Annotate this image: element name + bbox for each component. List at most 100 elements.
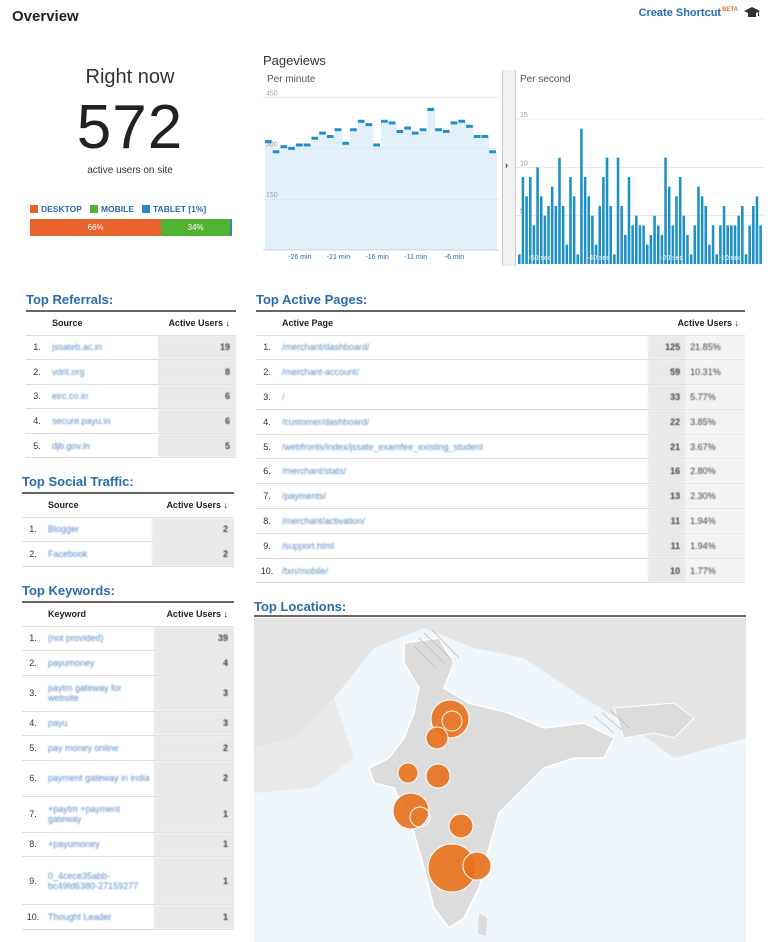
- locations-map[interactable]: [254, 618, 746, 942]
- table-row[interactable]: 6./merchant/stats/16 2.80%: [256, 458, 745, 485]
- graduation-cap-icon[interactable]: [744, 5, 760, 19]
- active-users-count: 572: [76, 93, 184, 162]
- row-link[interactable]: /: [278, 384, 648, 410]
- table-row[interactable]: 5. djb.gov.in 5: [26, 433, 236, 459]
- row-link[interactable]: vdrit.org: [48, 359, 158, 385]
- row-link[interactable]: payu: [44, 711, 154, 736]
- row-link[interactable]: paytm gateway for website: [44, 675, 154, 712]
- table-row[interactable]: 1. (not provided) 39: [22, 626, 234, 651]
- table-row[interactable]: 5./webfronts/index/jssate_examfee_existi…: [256, 434, 745, 460]
- table-row[interactable]: 5. pay money online 2: [22, 735, 234, 761]
- table-row[interactable]: 9./support.html 11 1.94%: [256, 533, 745, 559]
- row-link[interactable]: +paytm +payment gateway: [44, 796, 154, 833]
- table-row[interactable]: 2. Facebook 2: [22, 541, 234, 567]
- row-link[interactable]: +payumoney: [44, 832, 154, 857]
- row-link[interactable]: payment gateway in india: [44, 760, 154, 797]
- row-link[interactable]: 0_4cece35abb-bc49fd6380-27159277: [44, 856, 154, 905]
- row-percent: 10.31%: [686, 359, 745, 386]
- table-row[interactable]: 1./merchant/dashboard/125 21.85%: [256, 335, 745, 361]
- row-active-users: 22: [648, 409, 687, 435]
- top-social-title: Top Social Traffic:: [22, 474, 134, 489]
- row-link[interactable]: /payments/: [278, 483, 648, 510]
- row-link[interactable]: Facebook: [44, 541, 152, 567]
- row-link[interactable]: payumoney: [44, 650, 154, 676]
- col-source[interactable]: Source: [48, 311, 158, 336]
- table-row[interactable]: 3. paytm gateway for website 3: [22, 675, 234, 712]
- col-active-users[interactable]: Active Users ↓: [158, 311, 236, 336]
- page-title: Overview: [12, 8, 79, 25]
- row-link[interactable]: secure.payu.in: [48, 408, 158, 434]
- legend-tablet: TABLET [1%]: [142, 204, 206, 214]
- row-link[interactable]: djb.gov.in: [48, 433, 158, 459]
- row-link[interactable]: /merchant/stats/: [278, 458, 648, 485]
- per-second-chart: 15105-50 sec-40 sec-20 sec-10 sec: [516, 70, 765, 266]
- table-row[interactable]: 2. vdrit.org 8: [26, 359, 236, 385]
- table-row[interactable]: 3./33 5.77%: [256, 384, 745, 410]
- table-row[interactable]: 1. jssateb.ac.in 19: [26, 335, 236, 361]
- row-link[interactable]: /customer/dashboard/: [278, 409, 648, 435]
- per-minute-point: [373, 143, 380, 147]
- create-shortcut-link[interactable]: Create ShortcutBETA: [639, 7, 738, 19]
- table-row[interactable]: 2./merchant-account/59 10.31%: [256, 359, 745, 386]
- table-row[interactable]: 8./merchant/activation/11 1.94%: [256, 508, 745, 534]
- row-link[interactable]: /support.html: [278, 533, 648, 559]
- chevron-right-icon[interactable]: ›: [505, 160, 508, 170]
- col-active-users[interactable]: Active Users ↓: [648, 311, 745, 336]
- row-link[interactable]: eirc.co.in: [48, 384, 158, 410]
- row-link[interactable]: /webfronts/index/jssate_examfee_existing…: [278, 434, 648, 460]
- table-row[interactable]: 10./txn/mobile/10 1.77%: [256, 558, 745, 584]
- row-link[interactable]: (not provided): [44, 626, 154, 651]
- col-keyword[interactable]: Keyword: [44, 602, 154, 627]
- row-rank: 1.: [256, 335, 278, 361]
- active-users-caption: active users on site: [87, 165, 173, 176]
- row-active-users: 59: [648, 359, 687, 386]
- row-rank: 8.: [22, 832, 44, 857]
- row-active-users: 1: [154, 856, 234, 905]
- per-minute-point: [365, 123, 373, 127]
- row-rank: 4.: [22, 711, 44, 736]
- per-second-bar: [521, 177, 525, 264]
- row-link[interactable]: Thought Leader: [44, 904, 154, 930]
- col-active-users[interactable]: Active Users ↓: [154, 602, 234, 627]
- row-active-users: 4: [154, 650, 234, 676]
- per-second-bar: [569, 177, 572, 264]
- row-link[interactable]: jssateb.ac.in: [48, 335, 158, 361]
- row-link[interactable]: /merchant/activation/: [278, 508, 648, 534]
- table-row[interactable]: 9. 0_4cece35abb-bc49fd6380-27159277 1: [22, 856, 234, 905]
- row-link[interactable]: /merchant/dashboard/: [278, 335, 648, 361]
- x-tick-label: -10 sec: [719, 255, 742, 262]
- per-minute-label: Per minute: [267, 74, 316, 85]
- top-referrals-title: Top Referrals:: [26, 292, 114, 307]
- per-second-bar: [602, 177, 605, 264]
- table-row[interactable]: 7./payments/13 2.30%: [256, 483, 745, 510]
- row-percent: 5.77%: [686, 384, 745, 410]
- row-link[interactable]: /merchant-account/: [278, 359, 648, 386]
- row-link[interactable]: /txn/mobile/: [278, 558, 648, 584]
- col-active-page[interactable]: Active Page: [278, 311, 648, 336]
- row-link[interactable]: pay money online: [44, 735, 154, 761]
- col-source[interactable]: Source: [44, 493, 152, 518]
- table-row[interactable]: 10. Thought Leader 1: [22, 904, 234, 930]
- x-tick-label: -16 min: [365, 254, 388, 261]
- per-second-bar: [649, 235, 653, 264]
- x-tick-label: -20 sec: [660, 255, 683, 262]
- table-row[interactable]: 4. payu 3: [22, 711, 234, 736]
- per-minute-point: [288, 146, 295, 150]
- table-row[interactable]: 8. +payumoney 1: [22, 832, 234, 857]
- per-minute-point: [489, 150, 496, 154]
- table-row[interactable]: 3. eirc.co.in 6: [26, 384, 236, 410]
- table-row[interactable]: 6. payment gateway in india 2: [22, 760, 234, 797]
- per-second-bar: [715, 254, 719, 264]
- col-active-users[interactable]: Active Users ↓: [152, 493, 234, 518]
- table-row[interactable]: 2. payumoney 4: [22, 650, 234, 676]
- table-row[interactable]: 7. +paytm +payment gateway 1: [22, 796, 234, 833]
- table-row[interactable]: 1. Blogger 2: [22, 517, 234, 542]
- row-link[interactable]: Blogger: [44, 517, 152, 542]
- top-social-table: Source Active Users ↓ 1. Blogger 2 2. Facebo…: [22, 492, 234, 567]
- pane-divider[interactable]: [502, 70, 516, 266]
- table-row[interactable]: 4./customer/dashboard/22 3.85%: [256, 409, 745, 435]
- per-second-bar: [737, 215, 740, 264]
- per-second-bar: [671, 225, 675, 264]
- table-row[interactable]: 4. secure.payu.in 6: [26, 408, 236, 434]
- row-rank: 7.: [22, 796, 44, 833]
